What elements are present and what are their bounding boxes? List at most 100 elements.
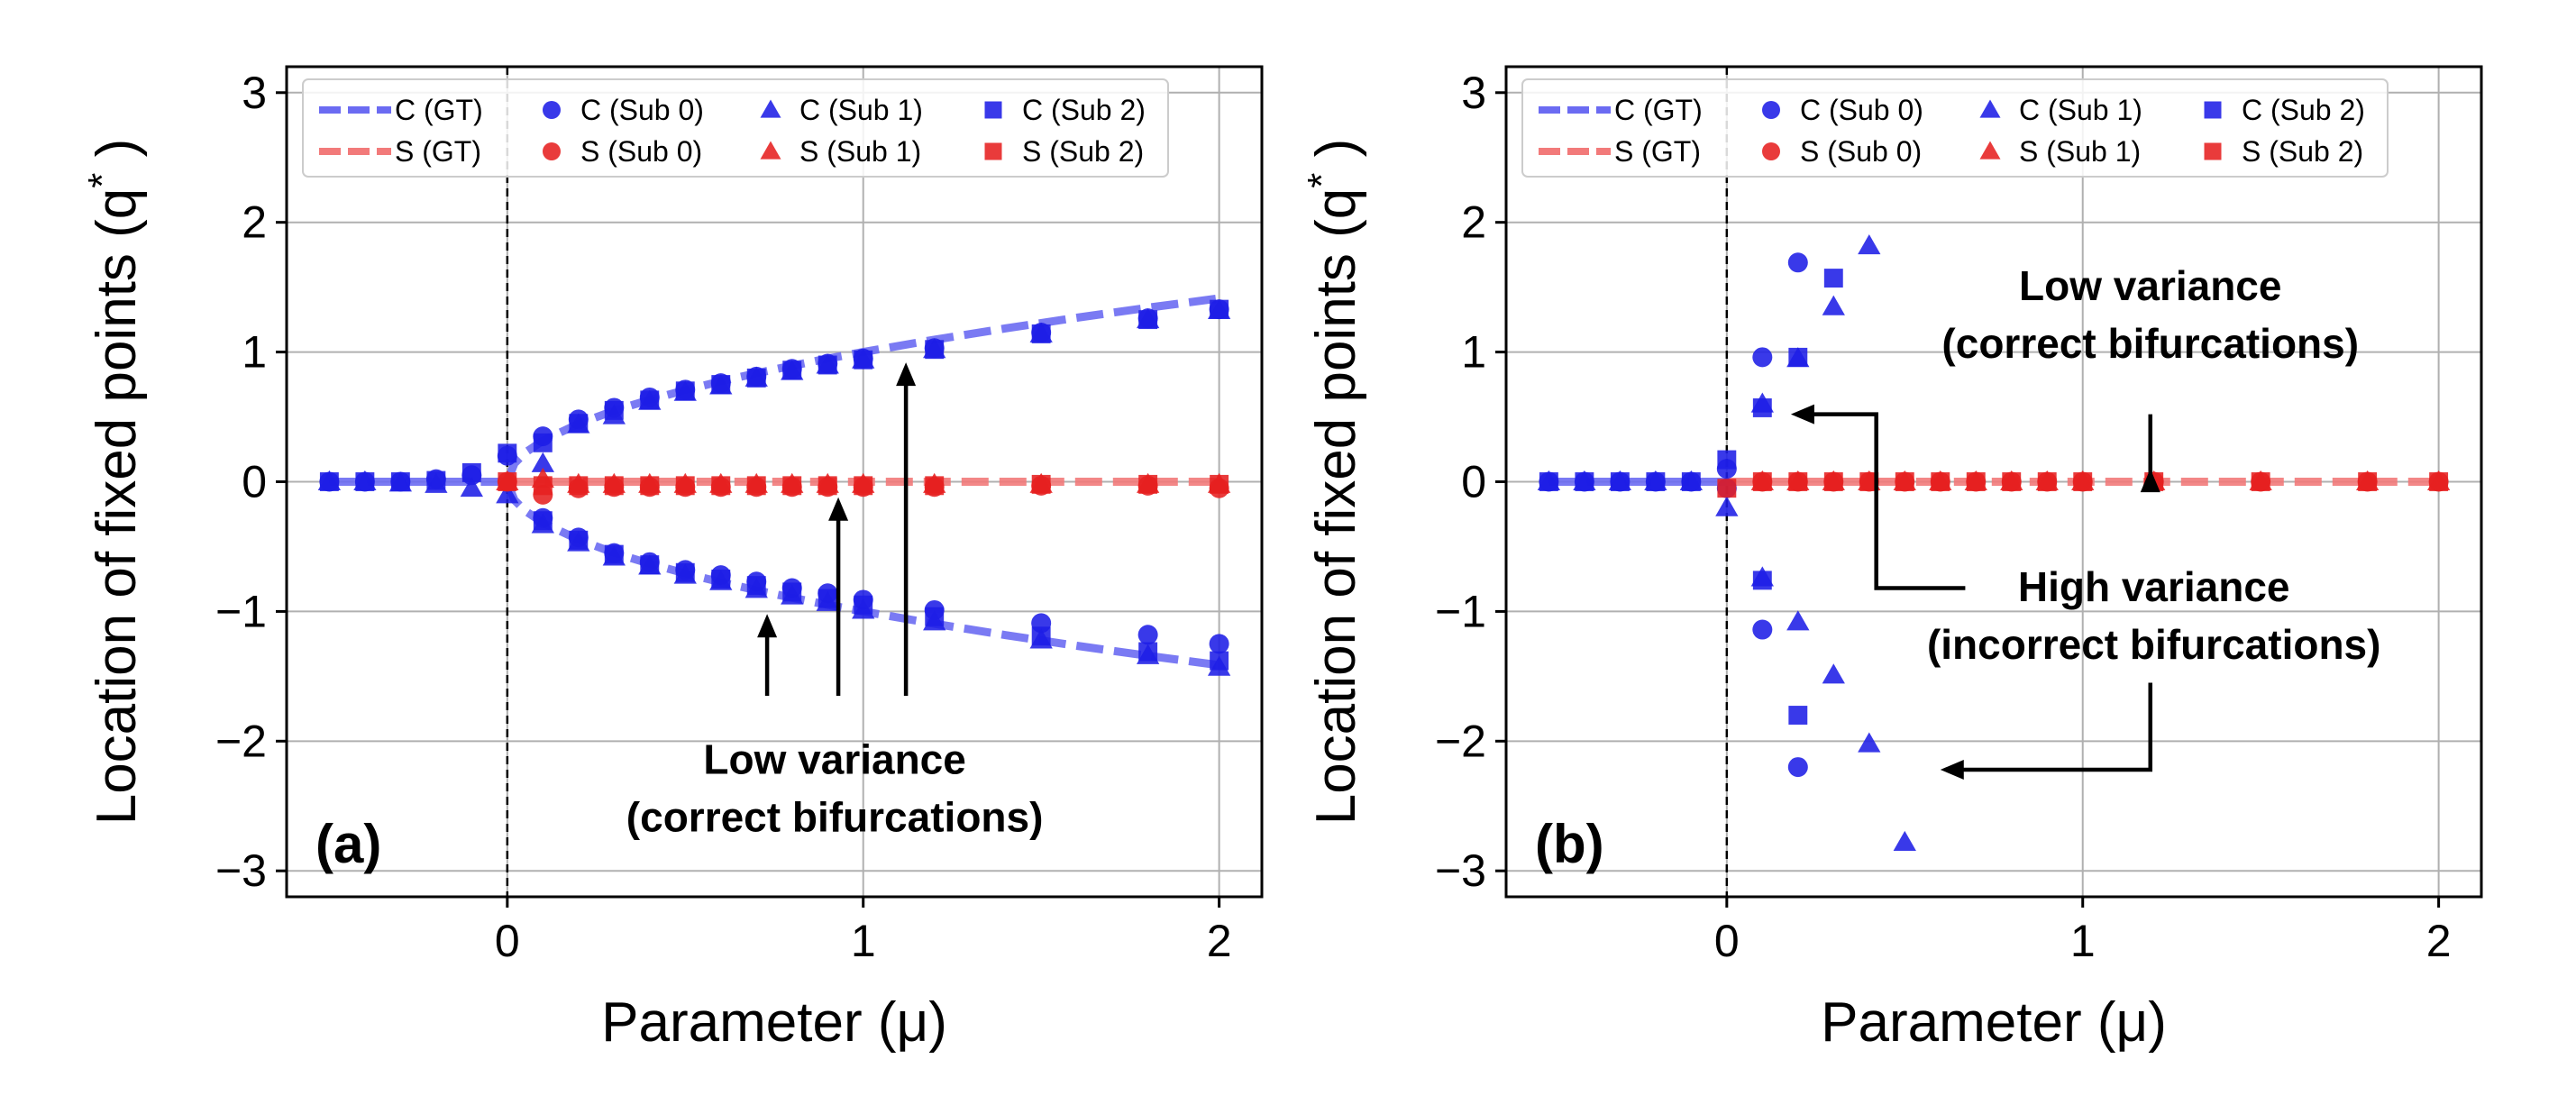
point-c-circle bbox=[1752, 347, 1773, 368]
point-c-square bbox=[854, 350, 873, 370]
point-c-square bbox=[1138, 310, 1158, 330]
point-c-square bbox=[746, 368, 766, 388]
data-points bbox=[317, 298, 1231, 676]
point-c-square bbox=[640, 390, 660, 410]
point-s-square bbox=[1717, 479, 1737, 498]
annotation-elbow-arrow bbox=[1812, 412, 1966, 590]
legend-marker-square bbox=[984, 101, 1002, 119]
legend-marker-circle bbox=[1762, 142, 1780, 160]
legend-marker-triangle bbox=[1979, 141, 2001, 160]
data-points bbox=[1537, 233, 2451, 852]
point-s-square bbox=[2002, 472, 2022, 491]
legend-marker-triangle bbox=[760, 141, 781, 160]
annotations: Low variance (correct bifurcations) High v… bbox=[1790, 262, 2380, 780]
point-c-circle bbox=[1137, 625, 1158, 645]
legend-entry-label: C (Sub 2) bbox=[2242, 94, 2365, 126]
annotation-arrow-head bbox=[1940, 759, 1964, 780]
annotation-text: Low variance bbox=[703, 735, 965, 782]
point-s-square bbox=[2429, 472, 2449, 491]
legend-entry-label: S (Sub 0) bbox=[1800, 135, 1922, 168]
point-c-square bbox=[782, 361, 802, 380]
y-tick-label: 2 bbox=[1461, 197, 1486, 248]
point-s-square bbox=[854, 476, 873, 496]
legend-entry-label: C (Sub 1) bbox=[799, 94, 923, 126]
point-c-square bbox=[604, 400, 624, 420]
legend-marker-triangle bbox=[1979, 99, 2001, 118]
legend-entry-label: S (Sub 2) bbox=[1022, 135, 1144, 168]
y-tick-label: −3 bbox=[1435, 845, 1486, 896]
point-c-square bbox=[1752, 398, 1772, 417]
annotation-arrow-head bbox=[757, 614, 778, 638]
legend-entry-label: C (GT) bbox=[1614, 94, 1703, 126]
point-c-square bbox=[569, 414, 589, 434]
point-c-square bbox=[1788, 706, 1808, 725]
point-c-triangle bbox=[1822, 663, 1845, 684]
point-c-square bbox=[782, 582, 802, 602]
point-c-square bbox=[1031, 324, 1051, 343]
point-c-square bbox=[925, 607, 945, 626]
point-s-square bbox=[1931, 472, 1950, 491]
annotation-arrow-head bbox=[896, 362, 917, 387]
point-c-square bbox=[1031, 626, 1051, 646]
legend-entry-label: S (GT) bbox=[395, 135, 481, 168]
point-s-square bbox=[925, 476, 945, 496]
point-c-square bbox=[711, 569, 731, 589]
annotation-arrow-head bbox=[1790, 404, 1814, 425]
annotation-text: Low variance bbox=[2019, 262, 2281, 309]
y-tick-label: 1 bbox=[1461, 327, 1486, 378]
legend-entry-label: C (Sub 2) bbox=[1022, 94, 1146, 126]
legend: C (GT) C (Sub 0) C (Sub 1) C (Sub 2) S (GT) S… bbox=[1521, 78, 2389, 178]
y-tick-label: 0 bbox=[242, 457, 267, 507]
annotation-elbow-arrow bbox=[1961, 682, 2153, 772]
point-c-square bbox=[640, 555, 660, 575]
legend: C (GT) C (Sub 0) C (Sub 1) C (Sub 2) S (GT) S… bbox=[302, 78, 1169, 178]
point-s-square bbox=[1210, 474, 1229, 494]
point-c-square bbox=[711, 375, 731, 395]
point-s-square bbox=[1138, 474, 1158, 494]
y-tick-label: −1 bbox=[1435, 586, 1486, 636]
x-tick-label: 0 bbox=[1714, 916, 1740, 966]
y-tick-label: 2 bbox=[242, 197, 267, 248]
x-tick-label: 1 bbox=[851, 916, 876, 966]
point-c-square bbox=[746, 576, 766, 596]
legend-entry-label: S (Sub 0) bbox=[580, 135, 702, 168]
point-c-square bbox=[1717, 450, 1737, 470]
point-c-triangle bbox=[1715, 496, 1739, 516]
annotation-text: (correct bifurcations) bbox=[626, 793, 1044, 840]
point-c-square bbox=[1575, 472, 1594, 491]
x-tick-label: 2 bbox=[1207, 916, 1232, 966]
legend-marker-circle bbox=[1762, 101, 1780, 119]
legend-marker-square bbox=[2204, 101, 2222, 119]
panel-a: 0 1 2 −3 −2 −1 0 1 2 3 Parameter (μ) Location of fi… bbox=[80, 65, 1264, 1054]
point-c-square bbox=[461, 462, 481, 482]
point-s-square bbox=[640, 476, 660, 496]
x-axis-label: Parameter (μ) bbox=[601, 991, 947, 1054]
point-c-square bbox=[426, 470, 446, 490]
panel-b: 0 1 2 −3 −2 −1 0 1 2 3 Parameter (μ) Location of fi… bbox=[1300, 65, 2483, 1054]
point-c-square bbox=[533, 433, 553, 452]
point-s-square bbox=[675, 476, 695, 496]
point-c-square bbox=[818, 589, 837, 608]
point-c-triangle bbox=[1822, 295, 1845, 315]
point-c-square bbox=[1823, 269, 1843, 288]
point-c-square bbox=[1788, 347, 1808, 367]
x-axis-label: Parameter (μ) bbox=[1821, 991, 2167, 1054]
legend-entry-label: S (Sub 2) bbox=[2242, 135, 2363, 168]
legend-entry-label: C (GT) bbox=[395, 94, 483, 126]
annotation-text: (correct bifurcations) bbox=[1941, 320, 2359, 367]
annotation-arrow-head bbox=[2140, 469, 2160, 493]
legend-entry-label: C (Sub 0) bbox=[1800, 94, 1923, 126]
legend-entry-label: S (Sub 1) bbox=[799, 135, 921, 168]
point-s-square bbox=[2358, 472, 2378, 491]
point-c-triangle bbox=[1893, 830, 1916, 852]
point-c-square bbox=[1539, 472, 1558, 491]
y-tick-label: 3 bbox=[1461, 68, 1486, 118]
point-s-square bbox=[533, 476, 553, 496]
annotation-text: High variance bbox=[2018, 563, 2290, 610]
x-tick-label: 2 bbox=[2426, 916, 2452, 966]
point-s-square bbox=[818, 476, 837, 496]
legend-marker-circle bbox=[543, 101, 561, 119]
point-c-square bbox=[498, 443, 517, 463]
point-s-square bbox=[569, 476, 589, 496]
